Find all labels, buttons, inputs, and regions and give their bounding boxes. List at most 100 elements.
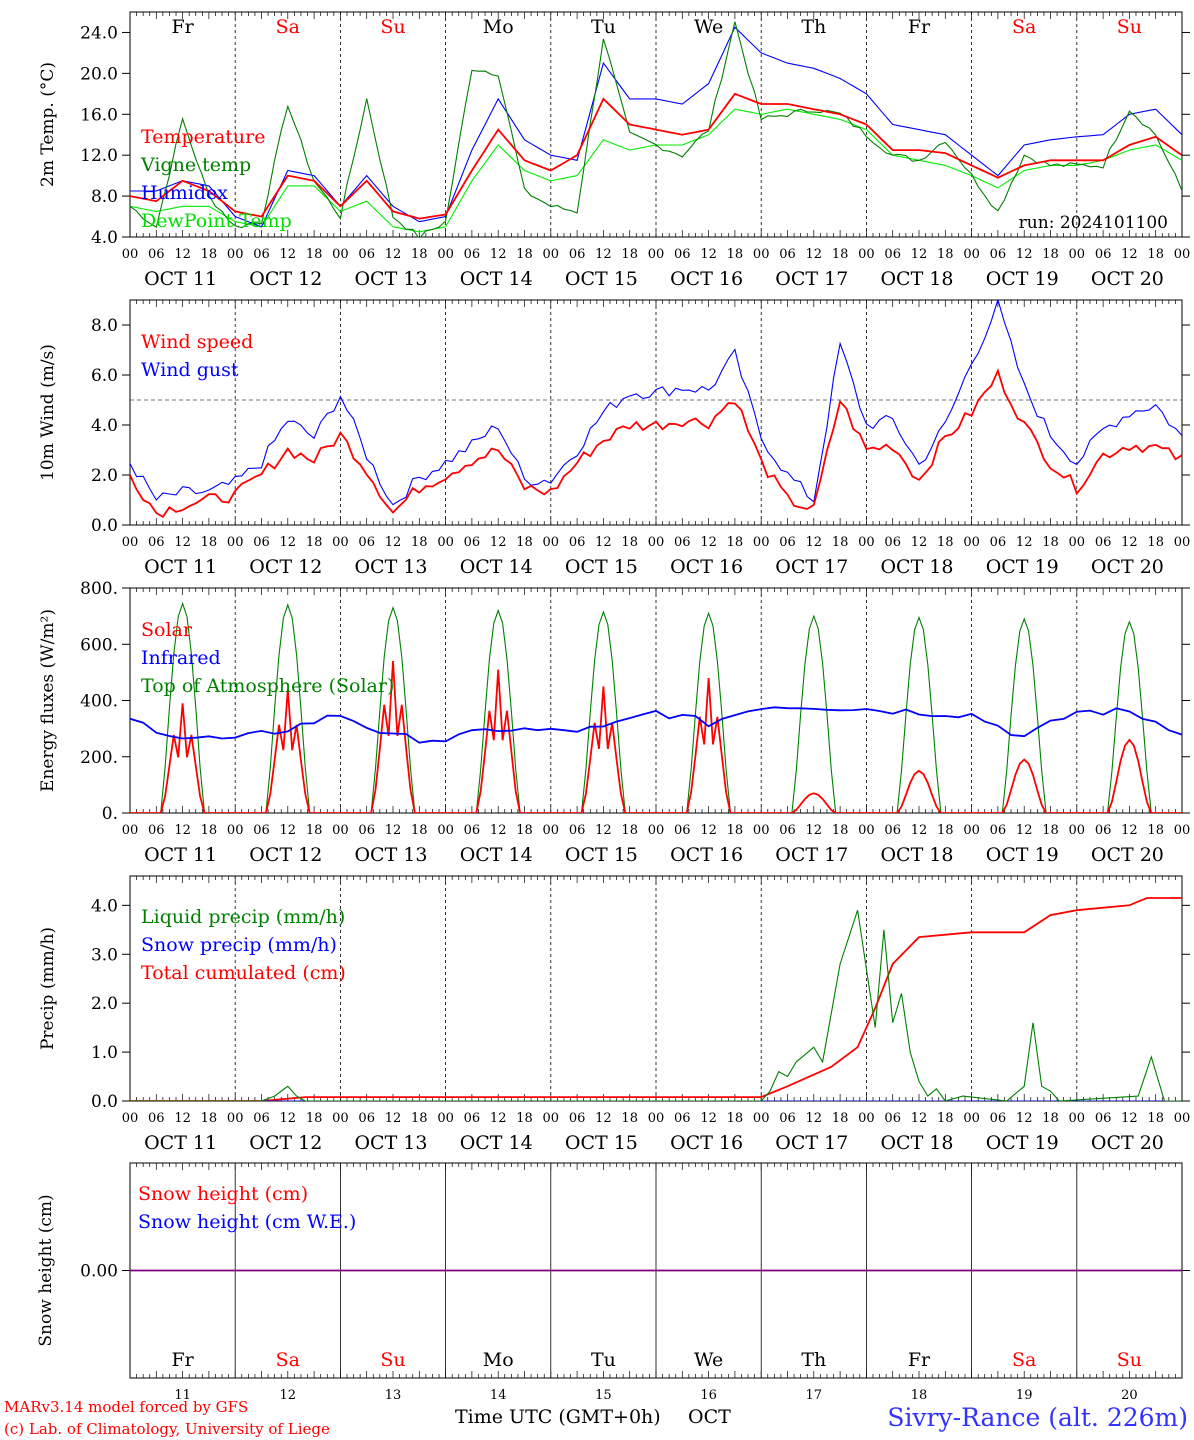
hour-tick-label: 00 (963, 535, 980, 550)
hour-tick-label: 00 (1069, 1111, 1086, 1126)
date-label: OCT 14 (460, 268, 533, 290)
weekday-label: Sa (1012, 1349, 1036, 1371)
hour-tick-label: 06 (253, 1111, 270, 1126)
hour-tick-label: 12 (490, 535, 507, 550)
hour-tick-label: 00 (227, 247, 244, 262)
hour-tick-label: 18 (306, 823, 323, 838)
weekday-label: Sa (276, 1349, 300, 1371)
hour-tick-label: 18 (201, 1111, 218, 1126)
weekday-label: Su (380, 1349, 405, 1371)
hour-tick-label: 12 (1121, 823, 1138, 838)
hour-tick-label: 06 (990, 823, 1007, 838)
y-tick-label: 12.0 (80, 146, 118, 166)
y-tick-label: 0. (102, 804, 118, 824)
hour-tick-label: 12 (490, 823, 507, 838)
hour-tick-label: 12 (280, 535, 297, 550)
weekday-label: Fr (171, 1349, 194, 1371)
hour-tick-label: 06 (674, 823, 691, 838)
hour-tick-label: 06 (990, 535, 1007, 550)
hour-tick-label: 06 (358, 535, 375, 550)
hour-tick-label: 06 (884, 535, 901, 550)
weekday-label: Su (1117, 1349, 1142, 1371)
date-label: OCT 12 (249, 844, 322, 866)
weekday-label: Su (1117, 16, 1142, 38)
hour-tick-label: 12 (280, 823, 297, 838)
credit-line-1: MARv3.14 model forced by GFS (4, 1398, 248, 1416)
hour-tick-label: 18 (1147, 823, 1164, 838)
date-label: OCT 20 (1091, 1132, 1164, 1154)
day-number-label: 16 (700, 1388, 717, 1403)
hour-tick-label: 00 (963, 823, 980, 838)
hour-tick-label: 00 (753, 247, 770, 262)
day-number-label: 13 (385, 1388, 402, 1403)
hour-tick-label: 00 (437, 823, 454, 838)
y-tick-label: 3.0 (91, 945, 118, 965)
hour-tick-label: 00 (648, 247, 665, 262)
day-number-label: 17 (806, 1388, 823, 1403)
series-liquid-precip-mm-h- (130, 910, 1182, 1101)
hour-tick-label: 18 (621, 535, 638, 550)
legend-entry: DewPoint Temp (141, 210, 292, 232)
day-number-label: 15 (595, 1388, 612, 1403)
date-label: OCT 13 (354, 1132, 427, 1154)
y-tick-label: 1.0 (91, 1043, 118, 1063)
hour-tick-label: 18 (937, 535, 954, 550)
y-axis-label: Snow height (cm) (36, 1194, 56, 1346)
hour-tick-label: 06 (884, 1111, 901, 1126)
weekday-label: Mo (483, 1349, 514, 1371)
legend-entry: Wind speed (141, 331, 253, 353)
hour-tick-label: 06 (148, 535, 165, 550)
run-annotation: run: 2024101100 (1019, 213, 1168, 233)
hour-tick-label: 00 (227, 1111, 244, 1126)
date-label: OCT 18 (880, 844, 953, 866)
panel-precip: 0.0 1.0 2.0 3.0 4.0 Precip (mm/h) 00 06 12 18 OCT … (38, 875, 1190, 1154)
y-tick-label: 4.0 (91, 228, 118, 248)
date-label: OCT 17 (775, 1132, 848, 1154)
hour-tick-label: 06 (779, 1111, 796, 1126)
hour-tick-label: 18 (411, 247, 428, 262)
hour-tick-label: 00 (1069, 247, 1086, 262)
credit-line-2: (c) Lab. of Climatology, University of L… (4, 1420, 330, 1438)
hour-tick-label: 06 (358, 823, 375, 838)
x-axis-month: OCT (688, 1406, 731, 1428)
hour-tick-label: 00 (332, 823, 349, 838)
hour-tick-label: 00 (543, 535, 560, 550)
hour-tick-label: 12 (595, 247, 612, 262)
series-wind-speed (130, 368, 1182, 518)
hour-tick-label: 12 (1016, 535, 1033, 550)
date-label: OCT 13 (354, 556, 427, 578)
hour-tick-label: 12 (385, 535, 402, 550)
y-tick-label: 200. (80, 748, 118, 768)
hour-tick-label: 06 (884, 247, 901, 262)
hour-tick-label: 12 (174, 247, 191, 262)
hour-tick-label: 06 (779, 823, 796, 838)
weekday-label: Tu (591, 16, 616, 38)
date-label: OCT 19 (986, 268, 1059, 290)
hour-tick-label: 18 (1147, 1111, 1164, 1126)
hour-tick-label: 00 (332, 247, 349, 262)
panel-wind: 0.0 2.0 4.0 6.0 8.0 10m Wind (m/s) 00 06 12 18 OCT… (38, 299, 1190, 578)
hour-tick-label: 00 (753, 1111, 770, 1126)
hour-tick-label: 12 (385, 1111, 402, 1126)
hour-tick-label: 06 (884, 823, 901, 838)
hour-tick-label: 18 (411, 1111, 428, 1126)
hour-tick-label: 00 (753, 535, 770, 550)
hour-tick-label: 18 (727, 823, 744, 838)
legend-entry: Snow height (cm) (138, 1183, 308, 1205)
hour-tick-label: 12 (911, 1111, 928, 1126)
day-number-label: 20 (1121, 1388, 1138, 1403)
hour-tick-label: 18 (621, 1111, 638, 1126)
hour-tick-label: 00 (858, 1111, 875, 1126)
hour-tick-label: 06 (464, 823, 481, 838)
date-label: OCT 11 (144, 556, 217, 578)
date-label: OCT 19 (986, 556, 1059, 578)
hour-tick-label: 12 (595, 1111, 612, 1126)
hour-tick-label: 00 (648, 1111, 665, 1126)
y-axis-label: Precip (mm/h) (38, 927, 58, 1050)
y-tick-label: 0.00 (80, 1262, 118, 1282)
weekday-label: Sa (1012, 16, 1036, 38)
hour-tick-label: 18 (201, 247, 218, 262)
hour-tick-label: 12 (1121, 247, 1138, 262)
hour-tick-label: 12 (174, 823, 191, 838)
